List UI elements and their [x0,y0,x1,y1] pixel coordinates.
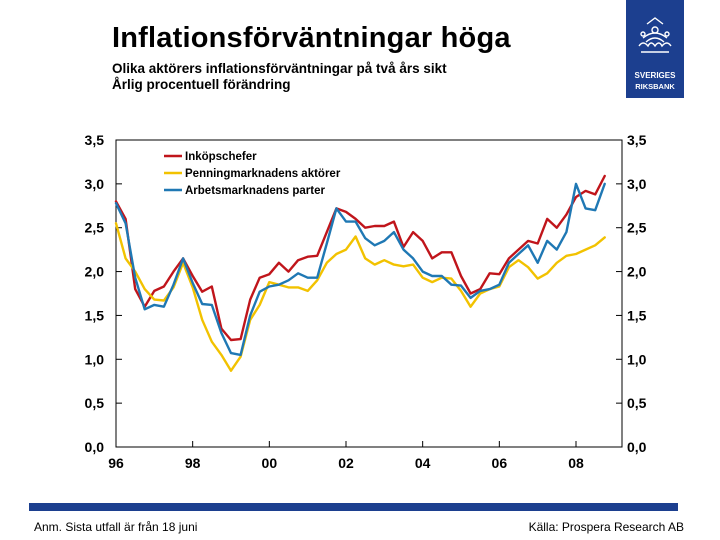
plot-frame [115,139,623,448]
y-tick-label-left: 1,5 [85,307,105,323]
crown-emblem-icon: SVERIGES RIKSBANK [635,17,677,91]
page-title: Inflationsförväntningar höga [112,22,511,54]
legend-label: Inköpschefer [185,151,257,163]
subtitle-line-2: Årlig procentuell förändring [112,77,291,92]
series-line-ink-pschefer [114,174,606,342]
x-tick-label: 00 [262,455,278,471]
y-tick-label-right: 0,5 [627,395,647,411]
y-tick-label-right: 2,0 [627,264,647,280]
logo-text-line-1: SVERIGES [635,71,677,80]
series-line-arbetsmarknadens-parter [114,182,606,357]
series-line-penningmarknadens-akt-rer [114,222,606,372]
y-tick-label-left: 0,0 [85,439,105,455]
y-tick-label-left: 3,0 [85,176,105,192]
y-tick-label-left: 2,0 [85,264,105,280]
x-tick-label: 08 [568,455,584,471]
y-tick-label-right: 3,0 [627,176,647,192]
x-tick-label: 06 [492,455,508,471]
x-tick-label: 02 [338,455,354,471]
footer-divider [29,503,678,511]
logo-text-line-2: RIKSBANK [635,82,675,91]
y-tick-label-left: 1,0 [85,351,105,367]
riksbank-logo: SVERIGES RIKSBANK [626,0,684,98]
footnote: Anm. Sista utfall är från 18 juni [34,520,198,534]
y-tick-label-right: 2,5 [627,220,647,236]
x-tick-label: 04 [415,455,431,471]
y-tick-label-right: 3,5 [627,132,647,148]
y-tick-label-right: 1,5 [627,307,647,323]
legend-label: Arbetsmarknadens parter [185,185,325,197]
source-note: Källa: Prospera Research AB [528,520,684,534]
y-tick-label-left: 3,5 [85,132,105,148]
x-tick-label: 96 [108,455,124,471]
legend-label: Penningmarknadens aktörer [185,168,341,180]
y-tick-label-right: 0,0 [627,439,647,455]
subtitle: Olika aktörers inflationsförväntningar p… [112,61,447,93]
y-tick-label-right: 1,0 [627,351,647,367]
y-tick-label-left: 0,5 [85,395,105,411]
x-tick-label: 98 [185,455,201,471]
y-tick-label-left: 2,5 [85,220,105,236]
subtitle-line-1: Olika aktörers inflationsförväntningar p… [112,61,447,76]
